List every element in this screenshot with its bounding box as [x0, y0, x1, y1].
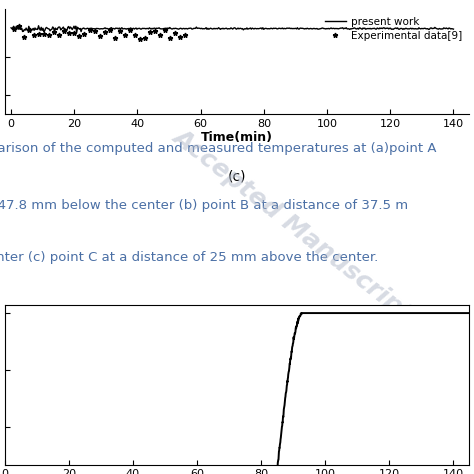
Experimental data[9] — [112, 35, 118, 41]
Experimental data[9] — [137, 36, 143, 41]
Experimental data[9] — [66, 30, 72, 36]
Experimental data[9] — [157, 33, 163, 38]
Experimental data[9] — [82, 32, 87, 37]
X-axis label: Time(min): Time(min) — [201, 131, 273, 145]
present work — [36, 23, 41, 28]
present work — [220, 26, 226, 31]
Experimental data[9] — [172, 30, 178, 36]
Experimental data[9] — [62, 28, 67, 34]
present work — [223, 26, 228, 31]
Experimental data[9] — [132, 32, 137, 38]
Experimental data[9] — [142, 35, 147, 41]
Text: e of 47.8 mm below the center (b) point B at a distance of 37.5 m: e of 47.8 mm below the center (b) point … — [0, 199, 408, 212]
present work — [8, 25, 14, 31]
Experimental data[9] — [102, 29, 108, 35]
Experimental data[9] — [36, 31, 42, 37]
Experimental data[9] — [122, 32, 128, 37]
Experimental data[9] — [87, 27, 92, 33]
Experimental data[9] — [42, 32, 47, 37]
Text: (c): (c) — [228, 169, 246, 183]
Experimental data[9] — [31, 32, 37, 37]
Experimental data[9] — [46, 33, 52, 38]
present work — [451, 26, 456, 32]
Experimental data[9] — [167, 35, 173, 41]
Experimental data[9] — [72, 30, 77, 36]
Line: Experimental data[9]: Experimental data[9] — [12, 23, 187, 41]
Text: e center (c) point C at a distance of 25 mm above the center.: e center (c) point C at a distance of 25… — [0, 250, 378, 264]
present work — [373, 26, 378, 32]
Experimental data[9] — [117, 27, 122, 33]
Legend: present work, Experimental data[9]: present work, Experimental data[9] — [323, 15, 464, 43]
Experimental data[9] — [56, 32, 62, 38]
Experimental data[9] — [107, 27, 112, 33]
Experimental data[9] — [147, 29, 153, 35]
Experimental data[9] — [152, 28, 157, 34]
Line: present work: present work — [11, 26, 454, 33]
Experimental data[9] — [77, 33, 82, 38]
Experimental data[9] — [91, 28, 97, 34]
Experimental data[9] — [177, 34, 182, 39]
Text: omparison of the computed and measured temperatures at (a)point A: omparison of the computed and measured t… — [0, 142, 436, 155]
present work — [442, 26, 447, 31]
present work — [74, 30, 80, 36]
Experimental data[9] — [21, 34, 27, 40]
Experimental data[9] — [162, 27, 168, 33]
Experimental data[9] — [52, 29, 57, 35]
Experimental data[9] — [17, 23, 22, 28]
Experimental data[9] — [27, 27, 32, 33]
Text: Accepted Manuscript: Accepted Manuscript — [168, 124, 417, 326]
Experimental data[9] — [127, 27, 133, 33]
present work — [249, 25, 255, 31]
Experimental data[9] — [11, 27, 17, 32]
present work — [273, 26, 279, 31]
Experimental data[9] — [97, 33, 102, 38]
Experimental data[9] — [182, 32, 188, 37]
